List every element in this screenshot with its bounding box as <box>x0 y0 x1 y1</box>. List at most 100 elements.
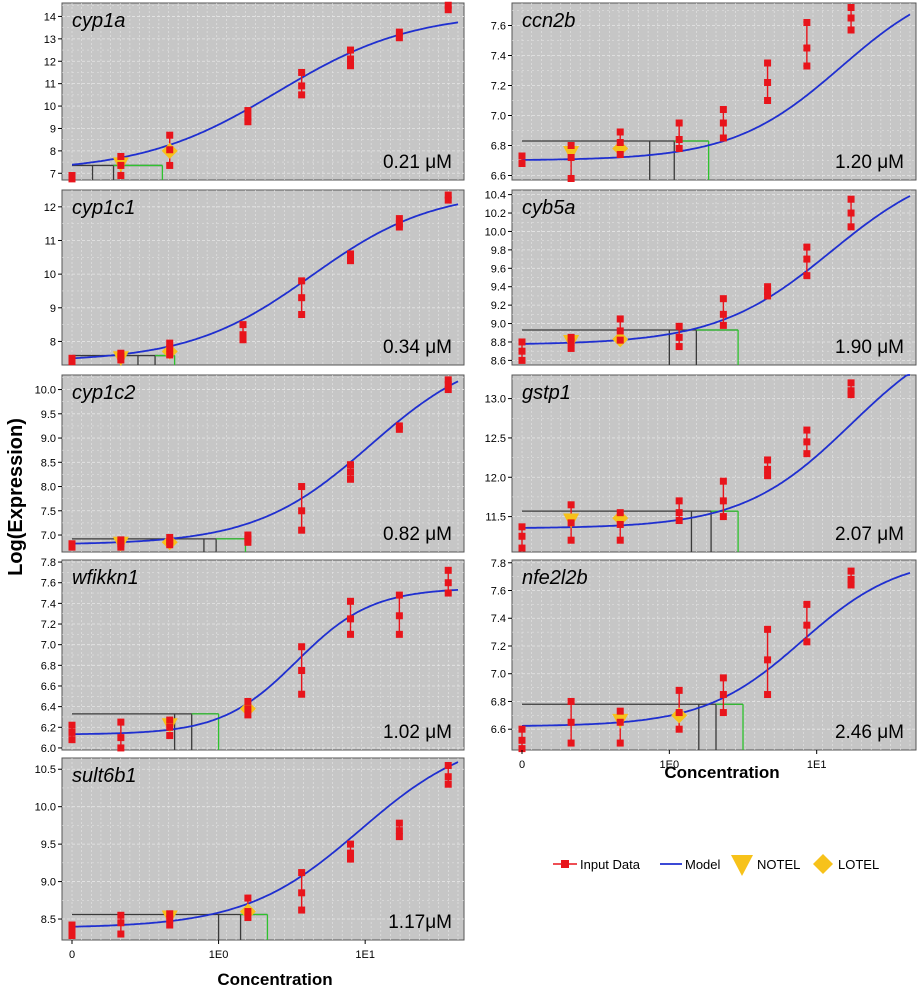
gene-name: sult6b1 <box>72 765 137 787</box>
data-point <box>239 331 247 339</box>
data-point <box>444 196 452 204</box>
x-tick-label: 1E0 <box>660 759 680 771</box>
data-point <box>803 243 811 251</box>
y-tick-label: 12.0 <box>485 472 506 484</box>
x-axis-title-right: Concentration <box>664 763 779 782</box>
y-tick-label: 8.0 <box>41 482 56 494</box>
data-point <box>347 615 355 623</box>
y-tick-label: 9 <box>50 123 56 135</box>
data-point <box>567 519 575 527</box>
data-point <box>764 283 772 291</box>
data-point <box>166 146 174 154</box>
data-point <box>847 391 855 399</box>
y-tick-label: 7.8 <box>491 558 506 570</box>
data-point <box>803 426 811 434</box>
data-point <box>675 322 683 330</box>
data-point <box>68 736 76 744</box>
data-point <box>675 497 683 505</box>
data-point <box>444 191 452 199</box>
bmd-value-label: 1.90 μM <box>835 337 904 358</box>
data-point <box>616 336 624 344</box>
data-point <box>166 541 174 549</box>
data-point <box>803 44 811 52</box>
data-point <box>764 79 772 86</box>
y-tick-label: 6.4 <box>41 702 56 714</box>
data-point <box>395 425 403 433</box>
legend-lotel-label: LOTEL <box>838 857 879 872</box>
data-point <box>719 119 727 127</box>
y-tick-label: 8.5 <box>41 457 56 469</box>
bmd-value-label: 0.34 μM <box>383 337 452 358</box>
legend-model-label: Model <box>685 857 721 872</box>
data-point <box>444 386 452 394</box>
data-point <box>166 533 174 541</box>
y-tick-label: 10.5 <box>35 764 56 776</box>
data-point <box>347 475 355 483</box>
y-tick-label: 9.4 <box>491 282 506 294</box>
data-point <box>166 339 174 347</box>
data-point <box>395 28 403 36</box>
y-tick-label: 7.2 <box>41 619 56 631</box>
data-point <box>616 718 624 726</box>
data-point <box>616 128 624 136</box>
model-curve <box>521 572 911 727</box>
panel-sult6b1: 8.5 9.0 9.5 10.0 10.5 sult6b1 1.17μM 0 1E0 1E1 <box>35 757 465 961</box>
panel-cyp1c1: 8 9 10 11 12 cyp1c1 0.34 μM <box>44 189 465 367</box>
data-point <box>347 840 355 848</box>
data-point <box>244 711 252 719</box>
y-tick-label: 13 <box>44 34 56 46</box>
x-tick-label: 1E1 <box>807 759 827 771</box>
data-point <box>298 311 306 319</box>
data-point <box>166 921 174 929</box>
data-point <box>567 344 575 352</box>
data-point <box>847 575 855 583</box>
panel-background <box>511 374 917 553</box>
data-point <box>847 581 855 589</box>
data-point <box>675 343 683 351</box>
y-tick-label: 13.0 <box>485 394 506 406</box>
data-point <box>719 709 727 717</box>
data-point <box>567 338 575 346</box>
data-point <box>518 160 526 167</box>
notel-marker <box>563 146 580 161</box>
data-point <box>166 161 174 169</box>
data-point <box>675 509 683 517</box>
data-point <box>567 739 575 747</box>
data-point <box>395 833 403 841</box>
data-point <box>68 921 76 929</box>
panels: 7 8 9 10 11 12 13 14 cyp1a 0.21 μM 6.6 6.8 7.0 7.2 7.4… <box>35 1 917 961</box>
data-point <box>68 932 76 940</box>
data-point <box>298 82 306 90</box>
data-point <box>764 97 772 104</box>
data-point <box>444 381 452 389</box>
data-point <box>518 544 526 552</box>
data-point <box>395 34 403 42</box>
data-point <box>616 327 624 335</box>
data-point <box>847 387 855 395</box>
model-curve <box>521 195 911 345</box>
data-point <box>567 536 575 544</box>
data-point <box>719 134 727 142</box>
data-point <box>298 869 306 877</box>
data-point <box>803 272 811 280</box>
panel-cyp1c2: 7.0 7.5 8.0 8.5 9.0 9.5 10.0 cyp1c2 0.82 μM <box>35 374 465 553</box>
model-curve <box>521 13 911 161</box>
data-point <box>244 908 252 916</box>
panel-background <box>61 374 465 553</box>
data-point <box>444 1 452 9</box>
data-point <box>567 501 575 509</box>
data-point <box>803 450 811 458</box>
data-point <box>298 906 306 914</box>
data-point <box>675 136 683 143</box>
data-point <box>719 691 727 699</box>
y-tick-label: 8.8 <box>491 337 506 349</box>
data-point <box>616 151 624 158</box>
data-point <box>567 333 575 341</box>
data-point <box>68 728 76 736</box>
data-point <box>117 919 125 927</box>
data-point <box>444 376 452 384</box>
data-point <box>764 292 772 300</box>
data-point <box>518 725 526 733</box>
data-point <box>719 477 727 485</box>
data-point <box>395 819 403 827</box>
